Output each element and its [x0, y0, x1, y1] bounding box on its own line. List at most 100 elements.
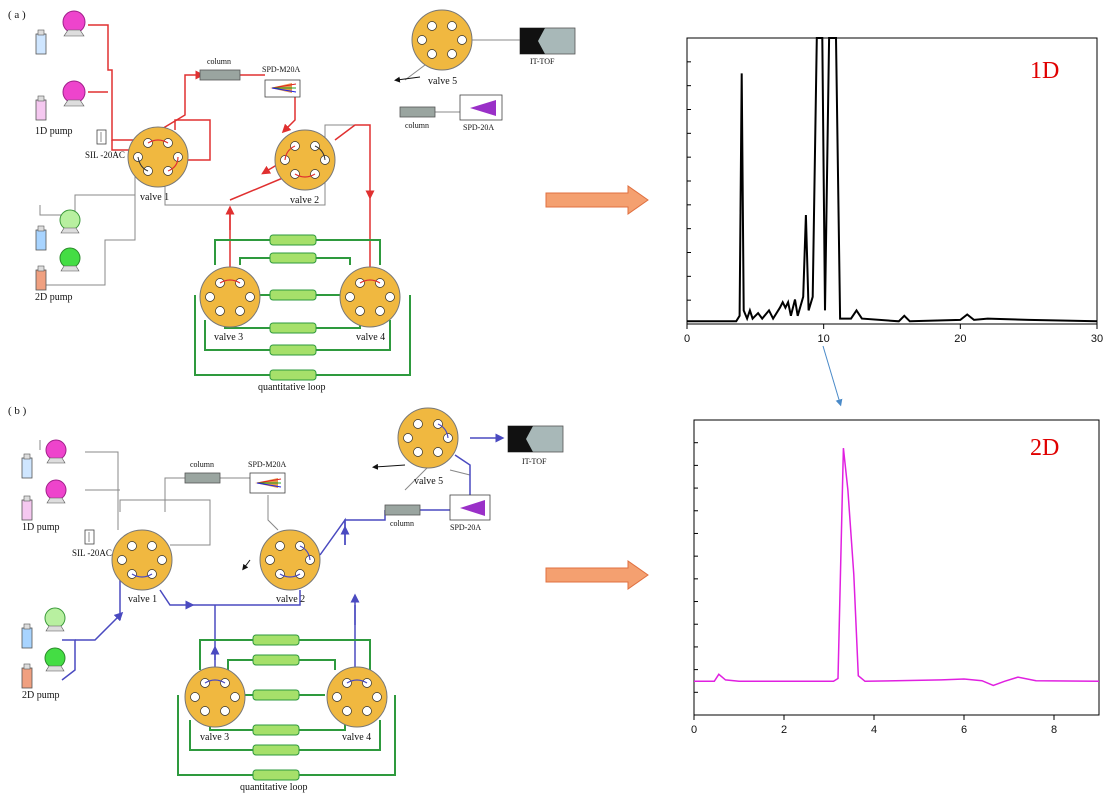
- pump-icon: [44, 607, 66, 629]
- panel-a-tag: ( a ): [8, 9, 26, 21]
- loop-segment: [252, 654, 300, 666]
- pump-icon: [59, 209, 81, 231]
- solvent-bottle-icon: [21, 499, 33, 521]
- solvent-bottle-icon: [21, 667, 33, 689]
- chart-1d-title: 1D: [1030, 58, 1059, 84]
- panel-a-1d-pump: 1D pump: [35, 10, 86, 137]
- valve-1-label: valve 1: [128, 594, 157, 605]
- valve-2: valve 2: [274, 129, 336, 206]
- block-arrow-bottom: [545, 560, 649, 590]
- heart-cut-arrow: [822, 345, 843, 407]
- x-tick-label: 30: [1091, 333, 1103, 345]
- uv-cell-icon: [470, 100, 496, 116]
- syringe-icon: [96, 129, 107, 145]
- solvent-bottle-icon: [35, 269, 47, 291]
- loop-segment: [252, 744, 300, 756]
- valve-5-label: valve 5: [414, 476, 443, 487]
- panel-a-diagram: ( a ): [8, 9, 576, 393]
- column-1-label: column: [190, 460, 214, 469]
- uv-cell-icon: [460, 500, 485, 516]
- solvent-bottle-icon: [35, 99, 47, 121]
- sil-label: SIL -20AC: [85, 150, 125, 160]
- x-tick-label: 2: [781, 724, 787, 736]
- loop-segment: [269, 322, 317, 334]
- solvent-bottle-icon: [35, 229, 47, 251]
- x-tick-label: 4: [871, 724, 877, 736]
- valve-3-label: valve 3: [214, 332, 243, 343]
- detector-uv: SPD-20A: [449, 494, 491, 532]
- loop-segment: [269, 344, 317, 356]
- loop-segment: [269, 289, 317, 301]
- column-2: [399, 106, 436, 118]
- valve-4-label: valve 4: [342, 732, 371, 743]
- loop-segment: [252, 689, 300, 701]
- valve-1: valve 1: [127, 126, 189, 203]
- ms-detector: IT-TOF: [519, 27, 576, 66]
- valve-4: valve 4: [339, 266, 401, 343]
- chart-1d: 0 10 20 30 1D: [684, 37, 1103, 345]
- panel-a-autosampler: SIL -20AC: [85, 129, 125, 160]
- x-tick-label: 6: [961, 724, 967, 736]
- panel-a-loop-segments: [269, 234, 317, 381]
- valve-3: valve 3: [199, 266, 261, 343]
- valve-3: valve 3: [184, 666, 246, 743]
- panel-b-2d-pump: 2D pump: [21, 607, 66, 701]
- valve-4-label: valve 4: [356, 332, 385, 343]
- valve-2-label: valve 2: [276, 594, 305, 605]
- x-tick-label: 20: [954, 333, 966, 345]
- valve-1: valve 1: [111, 529, 173, 605]
- chart-1d-xticks: 0 10 20 30: [684, 324, 1103, 345]
- syringe-icon: [84, 529, 95, 545]
- x-tick-label: 0: [684, 333, 690, 345]
- valve-5: valve 5: [397, 407, 459, 487]
- loop-segment: [269, 252, 317, 264]
- column-2: [384, 504, 421, 516]
- sil-label: SIL -20AC: [72, 548, 112, 558]
- valve-4: valve 4: [326, 666, 388, 743]
- pump-icon: [45, 439, 67, 461]
- pump-icon: [59, 247, 81, 269]
- chart-2d: 0 2 4 6 8 2D: [691, 419, 1100, 736]
- panel-b-loop-segments: [252, 634, 300, 781]
- chart-2d-xticks: 0 2 4 6 8: [691, 715, 1057, 736]
- panel-b-flow-lines: [61, 433, 505, 690]
- chart-2d-series-line: [694, 448, 1100, 687]
- detector-pda: SPD-M20A: [248, 460, 286, 494]
- loop-segment: [269, 369, 317, 381]
- valve-2-label: valve 2: [290, 195, 319, 206]
- x-tick-label: 10: [818, 333, 830, 345]
- valve-1-label: valve 1: [140, 192, 169, 203]
- detector-uv: SPD-20A: [459, 94, 503, 132]
- column-2-label: column: [405, 121, 429, 130]
- panel-b-tag: ( b ): [8, 405, 27, 417]
- valve-2: valve 2: [259, 529, 321, 605]
- loop-segment: [252, 724, 300, 736]
- solvent-bottle-icon: [21, 627, 33, 649]
- panel-b-diagram: ( b ): [8, 405, 564, 793]
- panel-b-autosampler: SIL -20AC: [72, 529, 112, 558]
- loop-segment: [269, 234, 317, 246]
- block-arrow-top: [545, 185, 649, 215]
- pump-icon: [44, 647, 66, 669]
- solvent-bottle-icon: [21, 457, 33, 479]
- loop-segment: [252, 634, 300, 646]
- panel-b-grey-lines: [39, 440, 471, 546]
- column-2-label: column: [390, 519, 414, 528]
- ms-label: IT-TOF: [522, 457, 547, 466]
- column-1-label: column: [207, 57, 231, 66]
- pump-2d-label: 2D pump: [35, 292, 73, 303]
- ms-label: IT-TOF: [530, 57, 555, 66]
- chart-1d-series-line: [687, 37, 1098, 323]
- loop-segment: [252, 769, 300, 781]
- pump-1d-label: 1D pump: [22, 522, 60, 533]
- column-1: [184, 472, 221, 484]
- chart-2d-title: 2D: [1030, 435, 1059, 461]
- solvent-bottle-icon: [35, 33, 47, 55]
- chart-2d-frame: [693, 419, 1100, 716]
- chart-2d-yticks: [694, 419, 698, 716]
- detector-1-label: SPD-M20A: [262, 65, 300, 74]
- detector-pda: SPD-M20A: [262, 65, 300, 98]
- detector-2-label: SPD-20A: [463, 123, 494, 132]
- ms-detector: IT-TOF: [507, 425, 564, 466]
